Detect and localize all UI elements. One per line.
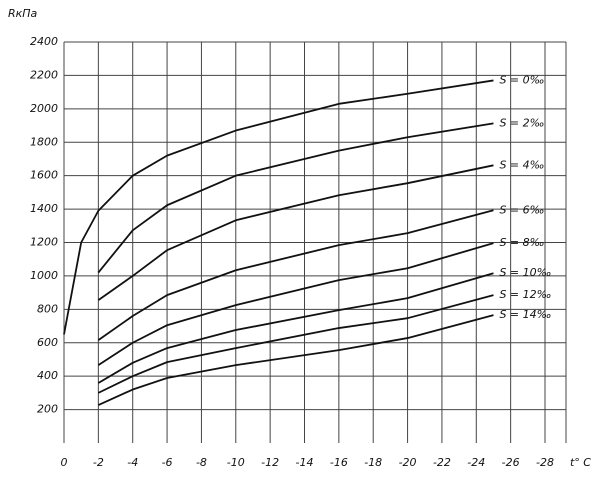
series-label: S = 6‰ (499, 203, 544, 216)
x-tick-label: -28 (536, 456, 554, 469)
series-label: S = 0‰ (499, 73, 544, 86)
series-line (97, 209, 494, 341)
series-line (97, 164, 494, 301)
y-tick-label: 1000 (30, 269, 58, 282)
series-line (97, 314, 494, 406)
x-tick-label: -12 (261, 456, 279, 469)
x-tick-label: -14 (296, 456, 314, 469)
series-line (97, 122, 494, 274)
x-tick-label: -8 (196, 456, 207, 469)
series-label: S = 2‰ (499, 116, 544, 129)
y-tick-label: 1200 (30, 236, 58, 249)
x-tick-label: -4 (127, 456, 138, 469)
y-tick-label: 1800 (30, 135, 58, 148)
series-label: S = 4‰ (499, 158, 544, 171)
series-label: S = 12‰ (499, 288, 551, 301)
x-tick-label: -6 (162, 456, 173, 469)
x-tick-label: 0 (61, 456, 68, 469)
y-axis-label: RкПа (8, 7, 38, 20)
x-tick-label: -10 (227, 456, 245, 469)
x-tick-label: -20 (399, 456, 417, 469)
y-tick-label: 400 (37, 369, 58, 382)
y-tick-label: 1400 (30, 202, 58, 215)
x-axis-label: t° C (570, 456, 591, 469)
x-tick-label: -22 (433, 456, 451, 469)
y-tick-label: 1600 (30, 169, 58, 182)
series-label: S = 10‰ (499, 266, 551, 279)
x-tick-label: -2 (93, 456, 104, 469)
series-line (97, 272, 494, 384)
x-tick-label: -24 (467, 456, 485, 469)
series-line (97, 242, 494, 366)
y-tick-label: 2000 (30, 102, 58, 115)
y-tick-label: 200 (37, 403, 58, 416)
x-tick-label: -16 (330, 456, 348, 469)
y-tick-label: 2200 (30, 68, 58, 81)
y-tick-label: 2400 (30, 35, 58, 48)
y-tick-label: 800 (37, 302, 58, 315)
x-tick-label: -26 (502, 456, 520, 469)
series-label: S = 8‰ (499, 236, 544, 249)
series-line (63, 79, 494, 335)
series-line (97, 294, 494, 394)
series-label: S = 14‰ (499, 308, 551, 321)
x-tick-label: -18 (364, 456, 382, 469)
y-tick-label: 600 (37, 336, 58, 349)
